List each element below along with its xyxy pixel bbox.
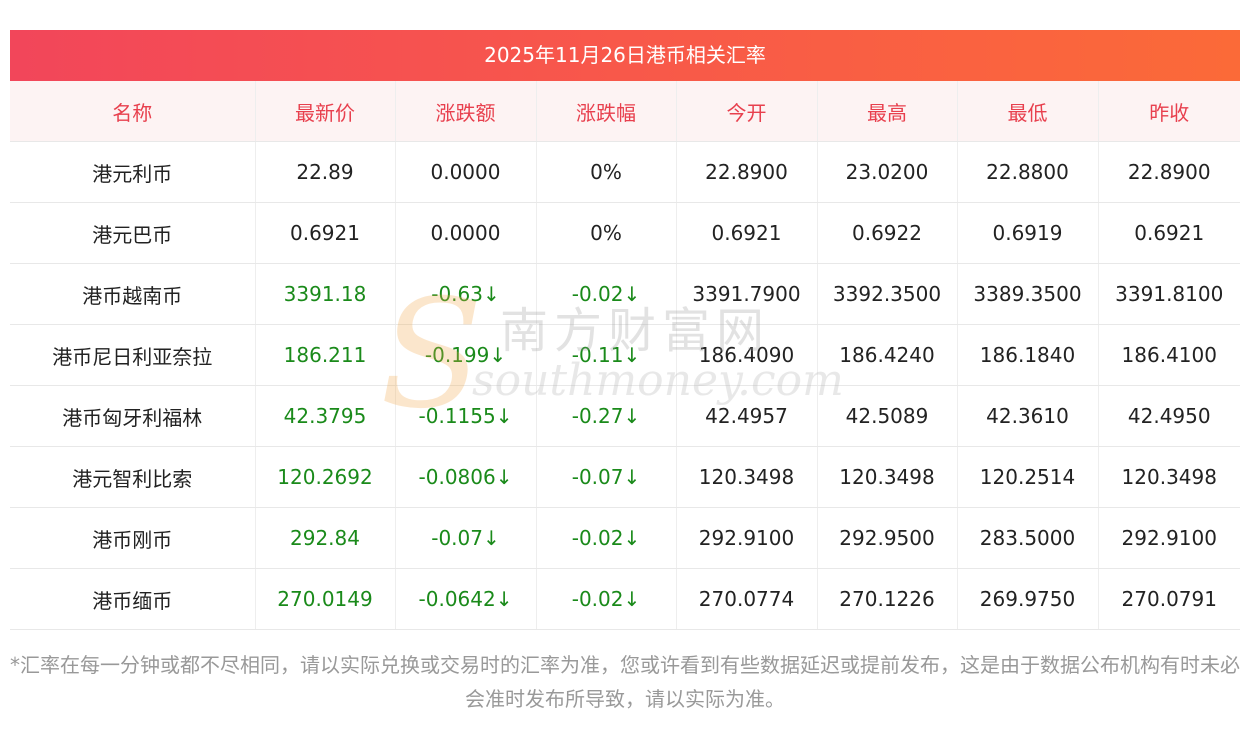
- cell-pct: -0.07↓: [535, 446, 676, 508]
- cell-latest: 120.2692: [254, 446, 395, 508]
- cell-open: 42.4957: [675, 385, 817, 447]
- cell-prev: 42.4950: [1097, 385, 1240, 447]
- table-header-row: 名称 最新价 涨跌额 涨跌幅 今开 最高 最低 昨收: [10, 81, 1240, 142]
- cell-low: 186.1840: [956, 324, 1098, 386]
- table-row: 港币缅币 270.0149 -0.0642↓ -0.02↓ 270.0774 270.12…: [10, 568, 1240, 630]
- cell-name: 港元智利比索: [10, 446, 255, 508]
- cell-high: 186.4240: [816, 324, 957, 386]
- cell-open: 22.8900: [675, 141, 817, 203]
- table-row: 港币尼日利亚奈拉 186.211 -0.199↓ -0.11↓ 186.4090 186.…: [10, 324, 1240, 386]
- cell-open: 292.9100: [675, 507, 817, 569]
- cell-high: 3392.3500: [816, 263, 957, 325]
- header-open: 今开: [675, 81, 817, 142]
- table-row: 港币匈牙利福林 42.3795 -0.1155↓ -0.27↓ 42.4957 42.50…: [10, 385, 1240, 447]
- table-row: 港元利币 22.89 0.0000 0% 22.8900 23.0200 22.8800 22…: [10, 141, 1240, 203]
- cell-latest: 292.84: [254, 507, 395, 569]
- header-latest: 最新价: [254, 81, 395, 142]
- cell-prev: 22.8900: [1097, 141, 1240, 203]
- cell-latest: 42.3795: [254, 385, 395, 447]
- cell-low: 120.2514: [956, 446, 1098, 508]
- cell-change: 0.0000: [394, 202, 536, 264]
- cell-high: 0.6922: [816, 202, 957, 264]
- table-row: 港元巴币 0.6921 0.0000 0% 0.6921 0.6922 0.6919 0.69…: [10, 202, 1240, 264]
- cell-pct: -0.27↓: [535, 385, 676, 447]
- cell-name: 港币刚币: [10, 507, 255, 569]
- cell-change: -0.1155↓: [394, 385, 536, 447]
- cell-name: 港元利币: [10, 141, 255, 203]
- rate-table: 名称 最新价 涨跌额 涨跌幅 今开 最高 最低 昨收 港元利币 22.89 0.00…: [10, 81, 1240, 630]
- header-change: 涨跌额: [394, 81, 536, 142]
- cell-low: 283.5000: [956, 507, 1098, 569]
- header-low: 最低: [956, 81, 1098, 142]
- cell-name: 港币越南币: [10, 263, 255, 325]
- cell-pct: -0.02↓: [535, 568, 676, 630]
- cell-latest: 3391.18: [254, 263, 395, 325]
- cell-low: 22.8800: [956, 141, 1098, 203]
- header-high: 最高: [816, 81, 957, 142]
- cell-pct: -0.02↓: [535, 507, 676, 569]
- rate-table-panel: 2025年11月26日港币相关汇率 名称 最新价 涨跌额 涨跌幅 今开 最高 最…: [10, 30, 1240, 630]
- cell-latest: 22.89: [254, 141, 395, 203]
- cell-high: 120.3498: [816, 446, 957, 508]
- cell-name: 港币尼日利亚奈拉: [10, 324, 255, 386]
- cell-latest: 270.0149: [254, 568, 395, 630]
- table-row: 港币刚币 292.84 -0.07↓ -0.02↓ 292.9100 292.9500 28…: [10, 507, 1240, 569]
- cell-name: 港元巴币: [10, 202, 255, 264]
- cell-high: 270.1226: [816, 568, 957, 630]
- cell-name: 港币匈牙利福林: [10, 385, 255, 447]
- cell-prev: 270.0791: [1097, 568, 1240, 630]
- header-name: 名称: [10, 81, 255, 142]
- cell-low: 0.6919: [956, 202, 1098, 264]
- cell-prev: 0.6921: [1097, 202, 1240, 264]
- cell-open: 120.3498: [675, 446, 817, 508]
- cell-open: 3391.7900: [675, 263, 817, 325]
- cell-open: 0.6921: [675, 202, 817, 264]
- cell-change: -0.199↓: [394, 324, 536, 386]
- cell-change: -0.0806↓: [394, 446, 536, 508]
- cell-low: 269.9750: [956, 568, 1098, 630]
- table-row: 港元智利比索 120.2692 -0.0806↓ -0.07↓ 120.3498 120.…: [10, 446, 1240, 508]
- cell-high: 292.9500: [816, 507, 957, 569]
- cell-pct: 0%: [535, 202, 676, 264]
- cell-pct: -0.11↓: [535, 324, 676, 386]
- cell-high: 42.5089: [816, 385, 957, 447]
- cell-prev: 292.9100: [1097, 507, 1240, 569]
- cell-change: -0.63↓: [394, 263, 536, 325]
- cell-low: 3389.3500: [956, 263, 1098, 325]
- cell-name: 港币缅币: [10, 568, 255, 630]
- cell-prev: 120.3498: [1097, 446, 1240, 508]
- cell-high: 23.0200: [816, 141, 957, 203]
- cell-latest: 186.211: [254, 324, 395, 386]
- cell-prev: 186.4100: [1097, 324, 1240, 386]
- table-row: 港币越南币 3391.18 -0.63↓ -0.02↓ 3391.7900 3392.35…: [10, 263, 1240, 325]
- cell-low: 42.3610: [956, 385, 1098, 447]
- cell-pct: -0.02↓: [535, 263, 676, 325]
- disclaimer-footnote: *汇率在每一分钟或都不尽相同，请以实际兑换或交易时的汇率为准，您或许看到有些数据…: [10, 653, 1240, 711]
- cell-open: 186.4090: [675, 324, 817, 386]
- cell-open: 270.0774: [675, 568, 817, 630]
- cell-latest: 0.6921: [254, 202, 395, 264]
- table-title: 2025年11月26日港币相关汇率: [10, 30, 1240, 81]
- header-prev-close: 昨收: [1097, 81, 1240, 142]
- cell-prev: 3391.8100: [1097, 263, 1240, 325]
- cell-change: -0.0642↓: [394, 568, 536, 630]
- cell-change: -0.07↓: [394, 507, 536, 569]
- header-change-pct: 涨跌幅: [535, 81, 676, 142]
- cell-change: 0.0000: [394, 141, 536, 203]
- cell-pct: 0%: [535, 141, 676, 203]
